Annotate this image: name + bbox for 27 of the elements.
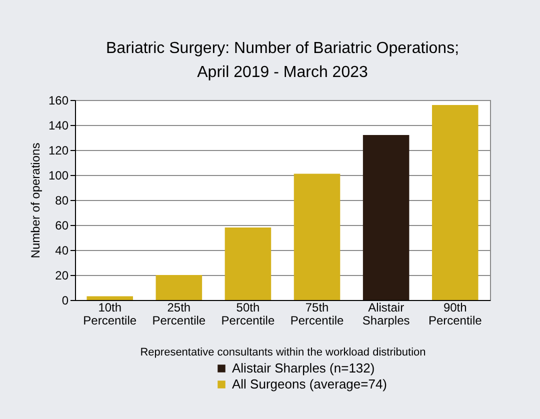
legend-label: All Surgeons (average=74) xyxy=(232,376,388,392)
text: Bariatric Surgery: Number of Bariatric Operations; xyxy=(106,40,460,57)
y-tick-label: 100 xyxy=(48,168,69,182)
x-tick-label: 25th Percentile xyxy=(152,300,206,328)
legend-label: Alistair Sharples (n=132) xyxy=(232,360,375,376)
y-tick-label: 120 xyxy=(48,144,69,158)
text: April 2019 - March 2023 xyxy=(197,64,368,81)
x-tick-label: 75th Percentile xyxy=(290,300,344,328)
bar xyxy=(224,228,272,300)
y-axis-title: Number of operations xyxy=(28,142,42,258)
bar xyxy=(86,296,134,300)
y-tick-label: 60 xyxy=(55,218,69,232)
y-tick-label: 40 xyxy=(55,244,69,258)
x-tick-label: Alistair Sharples xyxy=(362,300,410,328)
y-tick-label: 20 xyxy=(55,268,69,282)
y-tick-label: 80 xyxy=(55,194,69,208)
y-tick-label: 0 xyxy=(62,294,69,308)
y-tick-label: 140 xyxy=(48,118,69,132)
x-axis-title: Representative consultants within the workload distribution xyxy=(140,346,426,358)
bar xyxy=(294,174,340,300)
x-tick-label: 90th Percentile xyxy=(428,300,482,328)
bar xyxy=(362,135,410,300)
x-tick-label: 50th Percentile xyxy=(221,300,275,328)
y-tick-label: 160 xyxy=(48,94,69,108)
x-tick-label: 10th Percentile xyxy=(83,300,137,328)
bar xyxy=(156,275,202,300)
bar xyxy=(432,105,478,300)
